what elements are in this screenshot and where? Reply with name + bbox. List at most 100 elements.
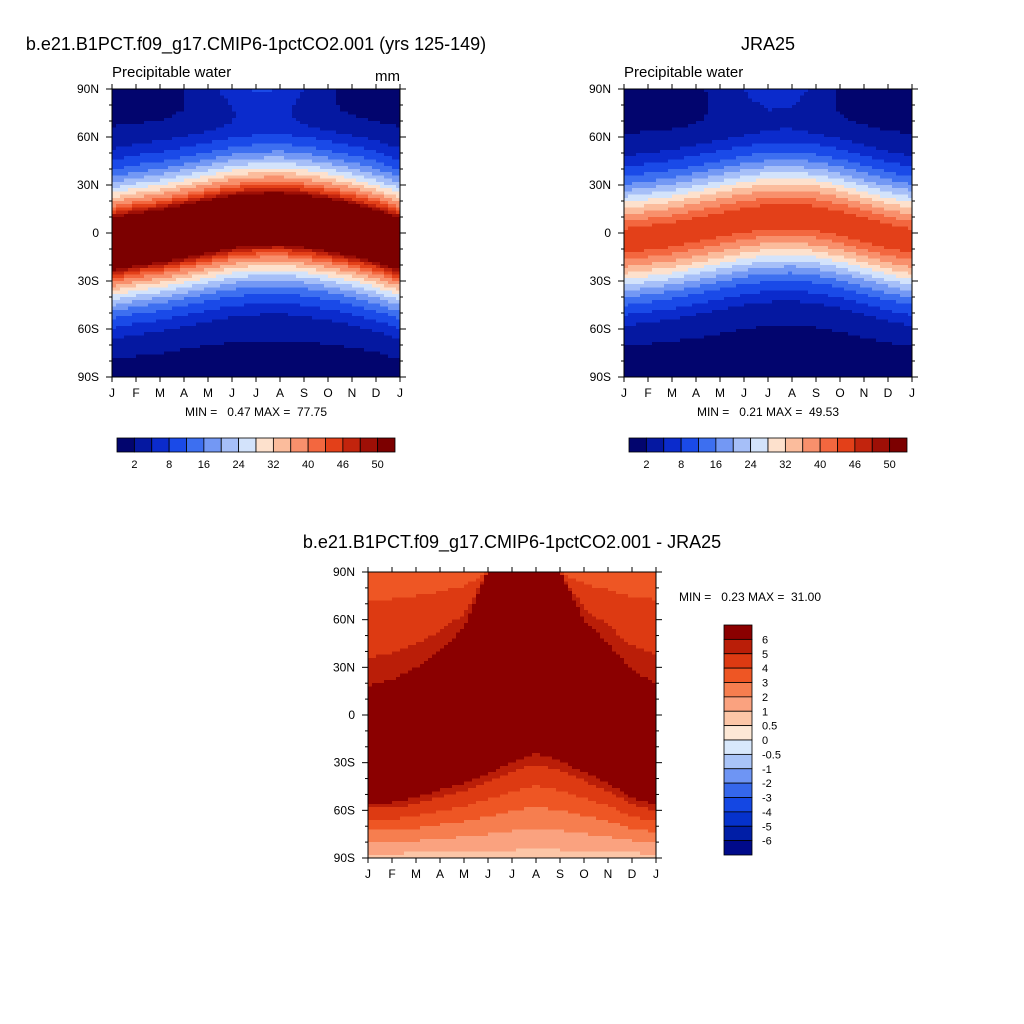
panel-model-cell: [216, 233, 221, 237]
panel-model-cell: [276, 236, 281, 240]
panel-model-cell: [284, 114, 289, 119]
panel-model-cell: [276, 191, 281, 196]
panel-model-cell: [264, 191, 269, 196]
panel-model-cell: [252, 165, 257, 170]
panel-model-cell: [248, 117, 253, 122]
panel-model-cell: [248, 357, 253, 362]
panel-model-cell: [184, 127, 189, 132]
panel-model-cell: [296, 335, 301, 340]
panel-model-cell: [152, 245, 157, 250]
panel-model-cell: [148, 335, 153, 340]
panel-model-cell: [224, 303, 229, 308]
panel-model-cell: [168, 146, 173, 151]
panel-model-cell: [296, 316, 301, 320]
panel-model-cell: [320, 178, 325, 183]
panel-model-cell: [228, 114, 233, 119]
panel-model-cell: [292, 233, 297, 237]
panel-model-cell: [248, 143, 253, 148]
panel-model-cell: [204, 364, 209, 368]
panel-model-cell: [252, 137, 257, 141]
panel-model-cell: [300, 297, 305, 301]
panel-model-cell: [116, 322, 121, 327]
panel-model-cell: [200, 309, 205, 314]
panel-model-cell: [248, 322, 253, 327]
panel-model-cell: [152, 236, 157, 240]
panel-model-cell: [304, 252, 309, 256]
panel-model-cell: [228, 239, 233, 244]
panel-model-cell: [172, 242, 177, 247]
panel-model-cell: [324, 188, 329, 192]
panel-model-cell: [332, 95, 337, 100]
panel-model-cell: [308, 169, 313, 173]
panel-model-cell: [272, 361, 277, 365]
panel-model-cell: [304, 236, 309, 240]
panel-model-cell: [264, 172, 269, 176]
panel-model-cell: [256, 332, 261, 336]
panel-model-cell: [148, 185, 153, 189]
panel-model-cell: [296, 137, 301, 141]
panel-model-cell: [264, 185, 269, 189]
panel-model-cell: [224, 367, 229, 372]
panel-model-cell: [176, 201, 181, 205]
panel-model-cell: [296, 146, 301, 151]
panel-model-cell: [328, 105, 333, 109]
panel-model-cell: [208, 95, 213, 100]
panel-model-cell: [184, 114, 189, 119]
panel-model-cell: [156, 297, 161, 301]
panel-model-cell: [320, 277, 325, 282]
panel-model-cell: [304, 287, 309, 292]
panel-model-cell: [284, 303, 289, 308]
panel-model-cell: [260, 277, 265, 282]
panel-model-cell: [132, 101, 137, 106]
panel-model-cell: [316, 249, 321, 253]
panel-model-cell: [308, 137, 313, 141]
panel-model-cell: [324, 373, 329, 378]
panel-model-cell: [264, 223, 269, 228]
panel-model-cell: [304, 364, 309, 368]
panel-model-cell: [260, 370, 265, 375]
panel-model-cell: [248, 201, 253, 205]
panel-model-cell: [144, 165, 149, 170]
panel-model-cell: [156, 373, 161, 378]
panel-model-cell: [160, 284, 165, 288]
panel-model-cell: [188, 137, 193, 141]
panel-model-cell: [324, 121, 329, 125]
panel-model-cell: [292, 252, 297, 256]
panel-model-cell: [252, 124, 257, 128]
panel-model-cell: [116, 149, 121, 154]
panel-model-cell: [308, 284, 313, 288]
panel-model-cell: [196, 357, 201, 362]
panel-model-cell: [192, 89, 197, 93]
panel-model-cell: [204, 121, 209, 125]
panel-model-cell: [292, 373, 297, 378]
panel-model-cell: [284, 306, 289, 311]
panel-model-cell: [276, 111, 281, 116]
panel-model-cell: [172, 338, 177, 343]
panel-model-cell: [300, 217, 305, 221]
panel-model-cell: [232, 325, 237, 330]
panel-model-cell: [228, 297, 233, 301]
panel-model-cell: [232, 213, 237, 218]
panel-model-cell: [304, 345, 309, 349]
panel-model-cell: [220, 249, 225, 253]
panel-model-cell: [132, 162, 137, 167]
panel-model-cell: [228, 159, 233, 164]
panel-model-cell: [136, 338, 141, 343]
panel-model-cell: [128, 105, 133, 109]
panel-model-cell: [208, 191, 213, 196]
panel-model-cell: [236, 325, 241, 330]
panel-model-cell: [236, 236, 241, 240]
panel-model-cell: [236, 204, 241, 208]
panel-model-cell: [228, 319, 233, 324]
panel-model-cell: [124, 220, 129, 224]
panel-model-cell: [160, 111, 165, 116]
panel-model-cell: [244, 239, 249, 244]
panel-model-cell: [112, 281, 117, 285]
panel-model-cell: [216, 313, 221, 317]
panel-model-cell: [172, 178, 177, 183]
panel-model-cell: [272, 159, 277, 164]
panel-model-cell: [116, 341, 121, 346]
panel-model-cell: [152, 281, 157, 285]
panel-model-cell: [252, 261, 257, 266]
panel-model-cell: [116, 287, 121, 292]
